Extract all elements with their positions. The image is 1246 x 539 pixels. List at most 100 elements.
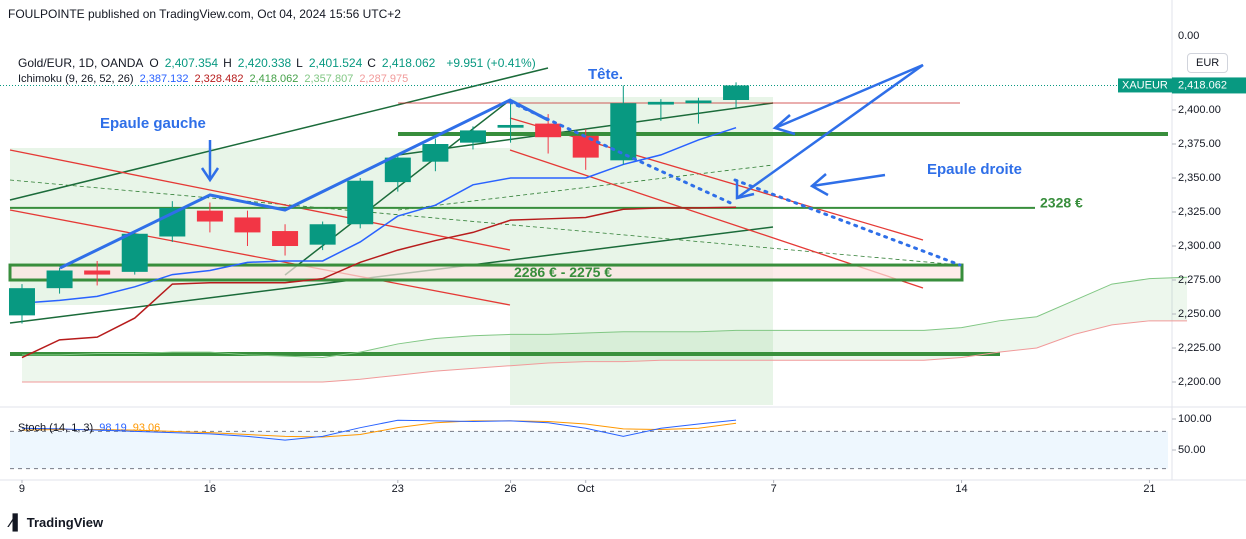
ohlc-key: L xyxy=(296,56,303,70)
x-tick-label: 14 xyxy=(955,483,967,495)
pattern-line xyxy=(59,98,549,270)
arrow-head xyxy=(735,180,755,200)
ohlc-key: C xyxy=(367,56,376,70)
indicator-value: 93.06 xyxy=(132,422,161,434)
y-tick-label: 100.00 xyxy=(1178,413,1212,425)
arrow xyxy=(736,63,924,200)
symbol: Gold/EUR, 1D, OANDA xyxy=(18,56,144,70)
ohlc-key: H xyxy=(223,56,232,70)
candle-body xyxy=(685,100,712,104)
cloud xyxy=(21,277,1188,383)
candle-body xyxy=(535,123,562,138)
arrow-head xyxy=(200,167,220,183)
candle-body xyxy=(422,144,449,162)
stoch-d xyxy=(21,420,737,438)
x-tick-label: 7 xyxy=(771,483,777,495)
candle-body xyxy=(347,180,374,225)
senkou-b xyxy=(21,320,1188,383)
y-tick-label: 2,400.00 xyxy=(1178,104,1221,116)
candle-body xyxy=(121,233,148,272)
candle-body xyxy=(572,135,599,158)
y-tick-label: 2,325.00 xyxy=(1178,206,1221,218)
candle-body xyxy=(46,270,73,289)
y-tick-label: 2,200.00 xyxy=(1178,376,1221,388)
arrow-head xyxy=(772,114,796,136)
candle-body xyxy=(384,157,411,183)
annotation: Tête. xyxy=(588,66,623,83)
arrow xyxy=(811,173,886,188)
y-tick-label: 2,350.00 xyxy=(1178,172,1221,184)
y-tick-label: 0.00 xyxy=(1178,30,1199,42)
arrow-head xyxy=(809,173,829,197)
x-tick-label: Oct xyxy=(577,483,594,495)
candle-body xyxy=(309,224,336,245)
y-tick-label: 50.00 xyxy=(1178,444,1206,456)
publisher: FOULPOINTE published on TradingView.com,… xyxy=(8,7,401,21)
brand: ⁄▌ TradingView xyxy=(10,514,104,531)
stoch-k xyxy=(21,419,737,441)
x-tick-label: 16 xyxy=(204,483,216,495)
y-tick-label: 2,275.00 xyxy=(1178,274,1221,286)
stoch-band xyxy=(10,431,1168,469)
indicator-value: 2,387.132 xyxy=(139,73,189,85)
brand-name: TradingView xyxy=(26,515,104,530)
ohlc-value: 2,418.062 xyxy=(381,56,436,70)
currency-button[interactable]: EUR xyxy=(1187,53,1229,73)
zone-label: 2286 € - 2275 € xyxy=(514,264,612,280)
indicator-line xyxy=(21,126,737,304)
candle-body xyxy=(196,210,223,222)
y-tick-label: 2,225.00 xyxy=(1178,342,1221,354)
ohlc-value: 2,407.354 xyxy=(164,56,219,70)
ohlc-value: 2,420.338 xyxy=(237,56,292,70)
x-tick-label: 21 xyxy=(1143,483,1155,495)
candle-body xyxy=(8,288,35,316)
candle-body xyxy=(84,270,111,275)
drawings-front: Epaule gauche Tête. Epaule droite 2328 € 228… xyxy=(59,63,1083,280)
indicator-name: Ichimoku (9, 26, 52, 26) xyxy=(18,73,134,85)
dotted-line xyxy=(508,100,737,207)
dashed-line xyxy=(9,179,961,266)
drawings-back xyxy=(0,0,1246,481)
symbol-tag xyxy=(1118,78,1172,93)
arrow xyxy=(774,63,924,130)
x-tick-label: 23 xyxy=(392,483,404,495)
ohlc: O 2,407.354 H 2,420.338 L 2,401.524 C 2,418.062 xyxy=(149,56,440,70)
indicator-value: 2,357.807 xyxy=(304,73,354,85)
change: +9.951 (+0.41%) xyxy=(446,56,536,70)
indicator-value: 2,287.975 xyxy=(359,73,409,85)
candle-body xyxy=(723,85,750,101)
senkou-a xyxy=(21,276,1188,359)
price-tag-label: 2,418.062 xyxy=(1178,79,1227,91)
red-line xyxy=(9,149,511,251)
dotted-line xyxy=(733,178,962,267)
candle-body xyxy=(459,130,486,143)
symbol-legend: Gold/EUR, 1D, OANDA O 2,407.354 H 2,420.338 L… xyxy=(18,56,542,70)
level-label: 2328 € xyxy=(1040,195,1083,211)
trend-line xyxy=(397,102,774,156)
symbol-tag-label: XAUEUR xyxy=(1122,79,1168,91)
annotation: Epaule droite xyxy=(927,161,1022,178)
candle-body xyxy=(272,231,299,247)
candle-body xyxy=(610,103,637,161)
trend-line xyxy=(9,67,549,201)
x-tick-label: 9 xyxy=(19,483,25,495)
indicator-value: 98.19 xyxy=(99,422,127,434)
y-tick-label: 2,375.00 xyxy=(1178,138,1221,150)
ohlc-key: O xyxy=(149,56,159,70)
annotation: Epaule gauche xyxy=(100,115,206,132)
zone xyxy=(8,263,964,282)
indicator-value: 2,328.482 xyxy=(194,73,244,85)
price-tag xyxy=(1172,77,1246,94)
candle-body xyxy=(234,217,261,233)
ohlc-value: 2,401.524 xyxy=(308,56,363,70)
indicator-name: Stoch (14, 1, 3) xyxy=(18,422,94,434)
x-tick-label: 26 xyxy=(504,483,516,495)
indicator-value: 2,418.062 xyxy=(249,73,299,85)
ichimoku-legend: Ichimoku (9, 26, 52, 26) 2,387.132 2,328.4… xyxy=(18,73,414,85)
y-tick-label: 2,300.00 xyxy=(1178,240,1221,252)
indicator-line xyxy=(21,206,737,359)
y-tick-label: 2,250.00 xyxy=(1178,308,1221,320)
candle-body xyxy=(647,101,674,105)
